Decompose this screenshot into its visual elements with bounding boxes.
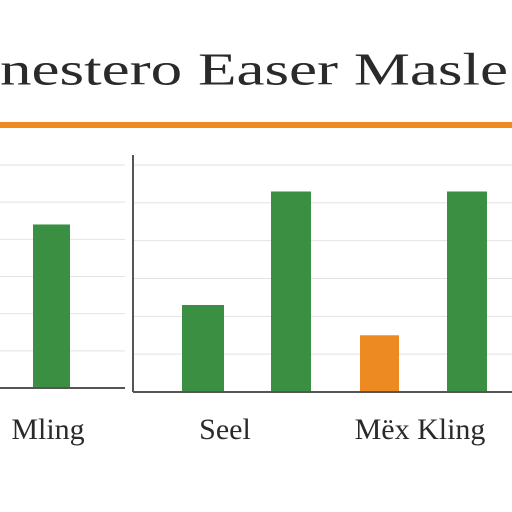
x-tick-label: Mling [11, 413, 84, 446]
bar [33, 224, 70, 388]
chart-title: nestero Easer Masle [0, 44, 508, 95]
bar [182, 304, 224, 392]
bar [360, 335, 399, 392]
bar [447, 191, 487, 392]
accent-rule [0, 122, 512, 128]
bar [271, 191, 311, 392]
x-tick-label: Seel [199, 413, 251, 446]
x-tick-label: Mëx Kling [355, 413, 486, 446]
